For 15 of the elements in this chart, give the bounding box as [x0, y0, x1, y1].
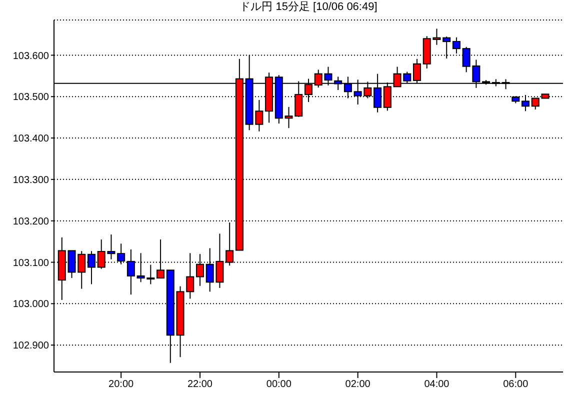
x-tick-label: 20:00: [108, 379, 134, 390]
y-tick-label: 103.600: [12, 50, 50, 62]
x-tick-label: 04:00: [424, 379, 450, 390]
chart-title: ドル円 15分足 [10/06 06:49]: [238, 1, 378, 13]
y-tick-label: 103.400: [12, 134, 50, 145]
y-tick-label: 103.300: [12, 174, 50, 186]
y-tick-label: 103.000: [12, 299, 50, 310]
x-tick-label: 02:00: [345, 379, 371, 390]
x-tick-label: 00:00: [266, 379, 292, 390]
x-tick-label: 06:00: [503, 379, 529, 390]
y-tick-label: 103.200: [12, 216, 50, 228]
x-tick-label: 22:00: [187, 379, 213, 390]
y-tick-label: 103.100: [12, 258, 50, 269]
y-tick-label: 102.900: [12, 340, 50, 352]
y-tick-label: 103.500: [12, 92, 50, 104]
